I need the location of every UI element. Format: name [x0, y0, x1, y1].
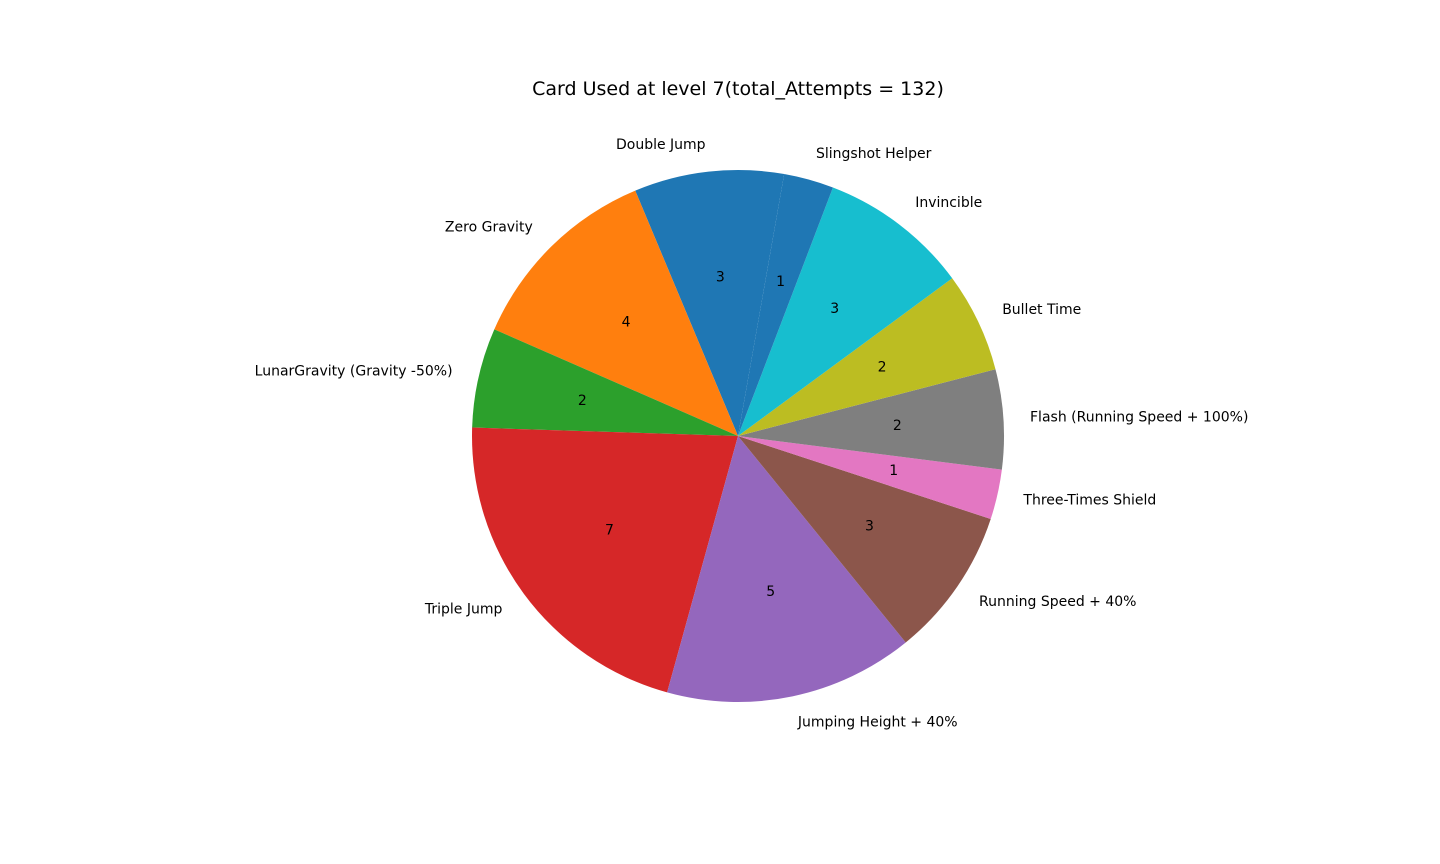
- pie-slice-running-speed-40: [738, 436, 991, 643]
- pie-category-label: Invincible: [915, 195, 982, 211]
- pie-value-label: 7: [605, 523, 614, 539]
- pie-category-label: Jumping Height + 40%: [797, 714, 958, 730]
- pie-slice-double-jump: [635, 170, 785, 436]
- chart-title: Card Used at level 7(total_Attempts = 13…: [532, 78, 944, 100]
- pie-category-label: Three-Times Shield: [1022, 492, 1156, 508]
- pie-slice-flash-running-speed-100: [738, 369, 1004, 470]
- pie-slice-lunargravity-gravity-50: [472, 329, 738, 436]
- pie-slice-jumping-height-40: [667, 436, 906, 702]
- pie-value-label: 2: [893, 418, 902, 434]
- pie-wedges: [471, 170, 1004, 702]
- pie-category-label: Bullet Time: [1002, 302, 1081, 318]
- pie-category-label: Running Speed + 40%: [979, 594, 1136, 610]
- pie-category-label: Flash (Running Speed + 100%): [1030, 409, 1248, 425]
- pie-slice-bullet-time: [738, 278, 996, 436]
- pie-value-label: 2: [878, 359, 887, 375]
- pie-value-labels: 3 4 2 7 5 3 1 2 2 3 1: [578, 269, 902, 600]
- pie-value-label: 2: [578, 393, 587, 409]
- pie-value-label: 5: [766, 584, 775, 600]
- pie-slice-labels: Double Jump Zero Gravity LunarGravity (Gra…: [255, 137, 1249, 730]
- pie-slice-triple-jump: [471, 427, 738, 693]
- pie-slice-invincible: [738, 187, 953, 436]
- pie-value-label: 3: [830, 301, 839, 317]
- pie-value-label: 3: [865, 519, 874, 535]
- pie-value-label: 4: [622, 314, 631, 330]
- pie-category-label: Zero Gravity: [445, 219, 533, 235]
- pie-slice-slingshot-helper: [738, 174, 833, 436]
- pie-value-label: 1: [776, 274, 785, 290]
- pie-category-label: Slingshot Helper: [816, 146, 932, 162]
- pie-slice-three-times-shield: [738, 436, 1002, 520]
- pie-category-label: Double Jump: [616, 137, 706, 153]
- pie-value-label: 1: [889, 463, 898, 479]
- pie-value-label: 3: [716, 269, 725, 285]
- pie-slice-zero-gravity: [494, 190, 738, 436]
- pie-category-label: Triple Jump: [424, 601, 503, 617]
- pie-category-label: LunarGravity (Gravity -50%): [255, 364, 453, 380]
